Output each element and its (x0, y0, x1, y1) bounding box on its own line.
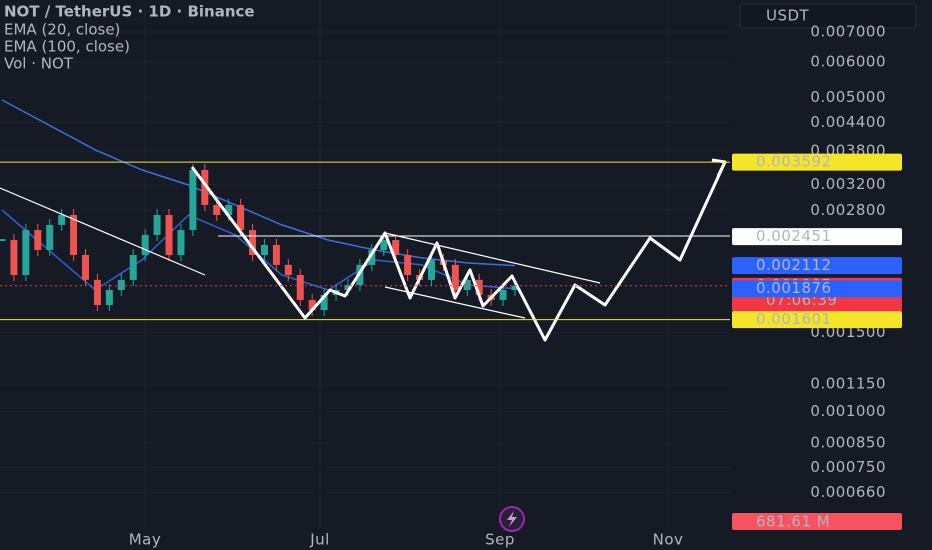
candle (153, 215, 161, 235)
price-label: 0.003592 (756, 153, 832, 171)
candle (82, 255, 90, 280)
y-tick-label: 0.006000 (810, 53, 886, 71)
candle (272, 244, 280, 265)
candle (284, 264, 292, 275)
candle (475, 279, 483, 295)
candle (499, 289, 507, 300)
candle (260, 244, 268, 256)
y-tick-label: 0.007000 (810, 22, 886, 40)
candle (344, 285, 352, 290)
currency: USDT (766, 7, 810, 25)
trendline (0, 187, 206, 276)
indicator: EMA (100, close) (4, 38, 130, 56)
candle (368, 250, 376, 265)
y-tick-label: 0.004400 (810, 113, 886, 131)
candle (22, 230, 30, 275)
candle (463, 279, 471, 290)
symbol: NOT / TetherUS · 1D · Binance (4, 3, 255, 21)
price-badge (732, 257, 902, 275)
price-badge (732, 228, 902, 246)
price-badge (732, 280, 902, 298)
candle (177, 230, 185, 256)
candle (201, 169, 209, 205)
trendline (384, 286, 526, 319)
trendline (384, 232, 601, 284)
candle (380, 240, 388, 251)
x-tick-label: Nov (653, 531, 684, 549)
candle (392, 240, 400, 256)
candle (165, 215, 173, 256)
candle (308, 299, 316, 311)
indicator: Vol · NOT (4, 55, 74, 73)
candle (237, 204, 245, 231)
currency-button[interactable] (739, 3, 917, 29)
candle (129, 255, 137, 280)
candle (511, 285, 519, 290)
price-label: 0.001601 (756, 310, 832, 328)
candle (189, 169, 197, 231)
price-badge (732, 311, 902, 329)
candle (225, 204, 233, 216)
candle (34, 230, 42, 251)
candle (427, 259, 435, 280)
price-badge (732, 153, 902, 171)
projection-path (190, 161, 727, 342)
price-label: 0.002451 (756, 227, 832, 245)
y-tick-label: 0.000750 (810, 458, 886, 476)
x-tick-label: Jul (309, 531, 330, 549)
price-label: 0.001876 (756, 279, 832, 297)
candle (296, 274, 304, 300)
y-tick-label: 0.000660 (810, 483, 886, 501)
volume-label: 681.61 M (756, 513, 830, 531)
candle (58, 215, 66, 225)
candle (10, 240, 18, 275)
x-tick-label: Sep (485, 531, 515, 549)
candle (46, 224, 54, 251)
candle (117, 279, 125, 290)
y-tick-label: 0.001000 (810, 402, 886, 420)
candle (0, 239, 6, 242)
candle (249, 230, 257, 256)
candle (213, 204, 221, 216)
y-tick-label: 0.001150 (810, 375, 886, 393)
y-tick-label: 0.003200 (810, 175, 886, 193)
y-tick-label: 0.005000 (810, 88, 886, 106)
flash-glyph (507, 511, 517, 527)
candle (93, 279, 101, 305)
plot (0, 99, 519, 317)
x-tick-label: May (129, 531, 162, 549)
y-tick-label: 0.002800 (810, 201, 886, 219)
candle (320, 294, 328, 311)
candle (404, 255, 412, 275)
candle (451, 264, 459, 290)
candle (105, 289, 113, 305)
price-label: 0.002112 (756, 256, 832, 274)
drawing (0, 158, 730, 342)
candle (70, 215, 78, 256)
candle (141, 234, 149, 256)
indicator: EMA (20, close) (4, 21, 120, 39)
y-tick-label: 0.000850 (810, 434, 886, 452)
volume-badge (732, 513, 902, 530)
